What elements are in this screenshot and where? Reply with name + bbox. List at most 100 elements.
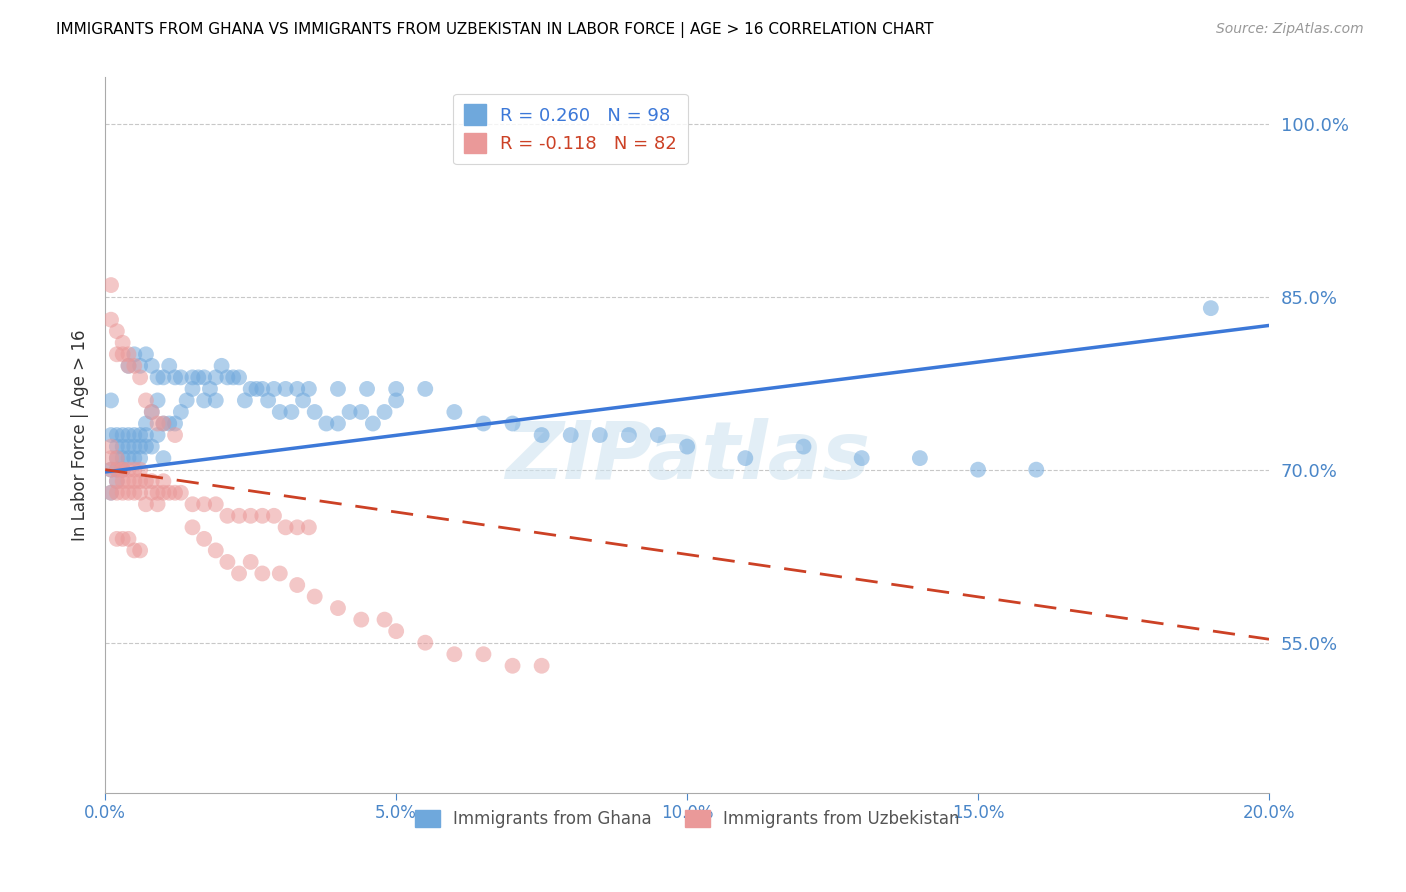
Point	[252, 566, 274, 581]
Point	[163, 370, 186, 384]
Point	[146, 485, 169, 500]
Point	[326, 601, 349, 615]
Point	[285, 382, 308, 396]
Point	[105, 474, 128, 488]
Point	[170, 485, 193, 500]
Point	[111, 485, 134, 500]
Point	[385, 624, 408, 639]
Point	[239, 508, 262, 523]
Point	[472, 417, 495, 431]
Point	[129, 451, 152, 466]
Point	[204, 543, 226, 558]
Point	[274, 520, 297, 534]
Point	[285, 578, 308, 592]
Point	[228, 508, 250, 523]
Point	[146, 428, 169, 442]
Point	[111, 335, 134, 350]
Point	[239, 382, 262, 396]
Point	[135, 428, 157, 442]
Point	[105, 324, 128, 338]
Point	[170, 405, 193, 419]
Point	[124, 359, 146, 373]
Text: ZIPatlas: ZIPatlas	[505, 417, 870, 495]
Point	[129, 474, 152, 488]
Point	[647, 428, 669, 442]
Point	[141, 405, 163, 419]
Point	[361, 417, 384, 431]
Point	[304, 590, 326, 604]
Point	[100, 393, 122, 408]
Point	[211, 359, 233, 373]
Point	[100, 440, 122, 454]
Point	[141, 440, 163, 454]
Point	[105, 451, 128, 466]
Point	[350, 613, 373, 627]
Point	[152, 485, 174, 500]
Point	[193, 393, 215, 408]
Point	[100, 428, 122, 442]
Point	[181, 382, 204, 396]
Point	[100, 463, 122, 477]
Point	[135, 347, 157, 361]
Point	[530, 658, 553, 673]
Point	[193, 532, 215, 546]
Point	[443, 647, 465, 661]
Point	[105, 463, 128, 477]
Point	[204, 393, 226, 408]
Point	[111, 474, 134, 488]
Point	[129, 359, 152, 373]
Point	[105, 440, 128, 454]
Point	[124, 474, 146, 488]
Point	[146, 417, 169, 431]
Point	[129, 370, 152, 384]
Point	[176, 393, 198, 408]
Point	[413, 636, 436, 650]
Point	[222, 370, 245, 384]
Point	[111, 463, 134, 477]
Point	[228, 566, 250, 581]
Point	[124, 485, 146, 500]
Point	[124, 451, 146, 466]
Point	[135, 474, 157, 488]
Point	[198, 382, 221, 396]
Point	[443, 405, 465, 419]
Point	[967, 463, 990, 477]
Point	[146, 497, 169, 511]
Point	[117, 451, 139, 466]
Point	[105, 451, 128, 466]
Point	[152, 417, 174, 431]
Point	[146, 393, 169, 408]
Point	[100, 451, 122, 466]
Point	[252, 508, 274, 523]
Point	[326, 382, 349, 396]
Point	[129, 485, 152, 500]
Point	[350, 405, 373, 419]
Point	[257, 393, 280, 408]
Point	[117, 347, 139, 361]
Text: Source: ZipAtlas.com: Source: ZipAtlas.com	[1216, 22, 1364, 37]
Point	[141, 474, 163, 488]
Point	[181, 497, 204, 511]
Point	[141, 485, 163, 500]
Point	[111, 463, 134, 477]
Point	[193, 370, 215, 384]
Text: IMMIGRANTS FROM GHANA VS IMMIGRANTS FROM UZBEKISTAN IN LABOR FORCE | AGE > 16 CO: IMMIGRANTS FROM GHANA VS IMMIGRANTS FROM…	[56, 22, 934, 38]
Point	[1025, 463, 1047, 477]
Point	[252, 382, 274, 396]
Point	[117, 474, 139, 488]
Point	[263, 508, 285, 523]
Point	[269, 566, 291, 581]
Point	[152, 474, 174, 488]
Point	[111, 440, 134, 454]
Point	[274, 382, 297, 396]
Point	[105, 428, 128, 442]
Point	[157, 359, 180, 373]
Point	[111, 347, 134, 361]
Point	[117, 485, 139, 500]
Point	[152, 451, 174, 466]
Point	[385, 393, 408, 408]
Point	[135, 440, 157, 454]
Point	[105, 347, 128, 361]
Point	[413, 382, 436, 396]
Point	[280, 405, 302, 419]
